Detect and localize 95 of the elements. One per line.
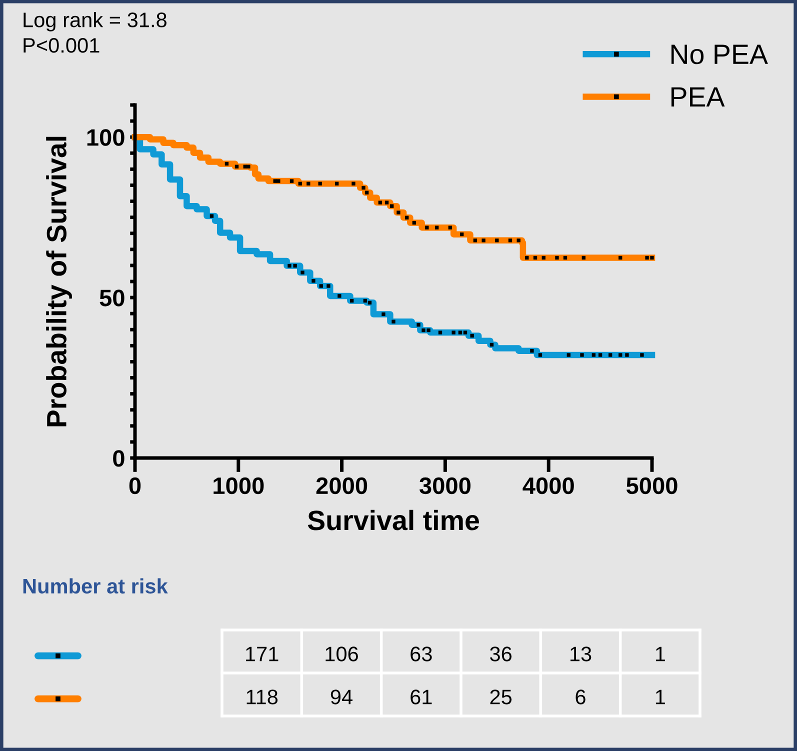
point bbox=[582, 256, 586, 260]
text: 1 bbox=[656, 646, 665, 662]
point bbox=[530, 348, 534, 353]
point bbox=[438, 330, 442, 334]
point bbox=[580, 353, 584, 357]
y-tick-label: 50 bbox=[100, 290, 124, 306]
point bbox=[448, 226, 452, 230]
point bbox=[425, 226, 429, 230]
point bbox=[392, 320, 396, 324]
point bbox=[482, 238, 486, 242]
text: 106 bbox=[326, 646, 358, 662]
point bbox=[350, 298, 354, 303]
point bbox=[542, 256, 546, 260]
point bbox=[538, 353, 542, 357]
text: 63 bbox=[410, 646, 432, 662]
point bbox=[458, 330, 462, 334]
point bbox=[288, 264, 292, 268]
y-tick-label: 100 bbox=[87, 129, 124, 146]
point bbox=[525, 256, 529, 260]
x-tick-label: 4000 bbox=[522, 477, 574, 494]
point bbox=[640, 353, 644, 357]
point bbox=[312, 279, 316, 283]
point bbox=[382, 312, 386, 316]
point bbox=[364, 190, 369, 194]
text: 1 bbox=[656, 690, 665, 704]
point bbox=[618, 353, 622, 357]
x-tick-label: 2000 bbox=[316, 477, 368, 494]
text: 6 bbox=[576, 690, 586, 704]
point bbox=[290, 179, 294, 183]
point bbox=[416, 322, 420, 327]
point bbox=[473, 238, 478, 242]
point bbox=[234, 164, 239, 168]
point bbox=[533, 256, 538, 260]
point bbox=[452, 330, 456, 334]
point bbox=[368, 300, 372, 305]
point bbox=[405, 216, 409, 220]
text: Number at risk bbox=[23, 578, 168, 594]
y-axis-title: Probability of Survival bbox=[46, 136, 72, 426]
point bbox=[390, 204, 394, 208]
text: 13 bbox=[570, 646, 592, 662]
point bbox=[412, 220, 416, 225]
point bbox=[618, 256, 622, 260]
point bbox=[516, 238, 520, 242]
x-tick-label: 1000 bbox=[214, 477, 264, 494]
point bbox=[326, 284, 330, 288]
point bbox=[300, 270, 304, 274]
point bbox=[495, 238, 499, 242]
point bbox=[293, 264, 297, 268]
point bbox=[566, 353, 570, 357]
text: 36 bbox=[490, 646, 512, 662]
x-axis-title: Survival time bbox=[308, 510, 480, 530]
point bbox=[335, 182, 339, 186]
point bbox=[378, 200, 382, 204]
point bbox=[592, 353, 596, 357]
point bbox=[318, 182, 322, 186]
text: 61 bbox=[410, 690, 432, 704]
text: 94 bbox=[330, 690, 352, 704]
point bbox=[210, 214, 214, 218]
point bbox=[362, 186, 366, 190]
point bbox=[352, 182, 356, 186]
x-tick-label: 5000 bbox=[626, 477, 678, 494]
point bbox=[338, 294, 342, 298]
text: 118 bbox=[246, 690, 278, 704]
point bbox=[426, 328, 430, 332]
point bbox=[598, 353, 602, 357]
point bbox=[555, 256, 559, 260]
point bbox=[508, 238, 512, 242]
point bbox=[224, 162, 229, 166]
point bbox=[422, 328, 426, 332]
point bbox=[434, 226, 439, 230]
text: 25 bbox=[490, 690, 512, 704]
point bbox=[650, 256, 654, 260]
point bbox=[460, 232, 464, 236]
text: Log rank = 31.8 P<0.001 bbox=[24, 12, 166, 53]
point bbox=[246, 164, 250, 168]
point bbox=[625, 353, 629, 357]
y-tick-label: 0 bbox=[113, 450, 124, 467]
point bbox=[319, 284, 323, 288]
point bbox=[645, 256, 649, 260]
point bbox=[298, 182, 302, 186]
legend-label: No PEA bbox=[671, 44, 768, 64]
point bbox=[463, 330, 468, 334]
point bbox=[384, 200, 389, 204]
point bbox=[276, 179, 280, 183]
point bbox=[396, 210, 400, 214]
x-tick-label: 3000 bbox=[419, 477, 470, 494]
point bbox=[306, 182, 310, 186]
point bbox=[470, 334, 474, 338]
point bbox=[363, 298, 368, 303]
legend-label: PEA bbox=[671, 87, 725, 106]
point bbox=[563, 256, 568, 260]
x-tick-label: 0 bbox=[129, 477, 141, 494]
text: 171 bbox=[246, 646, 278, 662]
point bbox=[608, 353, 612, 357]
point bbox=[490, 342, 494, 347]
